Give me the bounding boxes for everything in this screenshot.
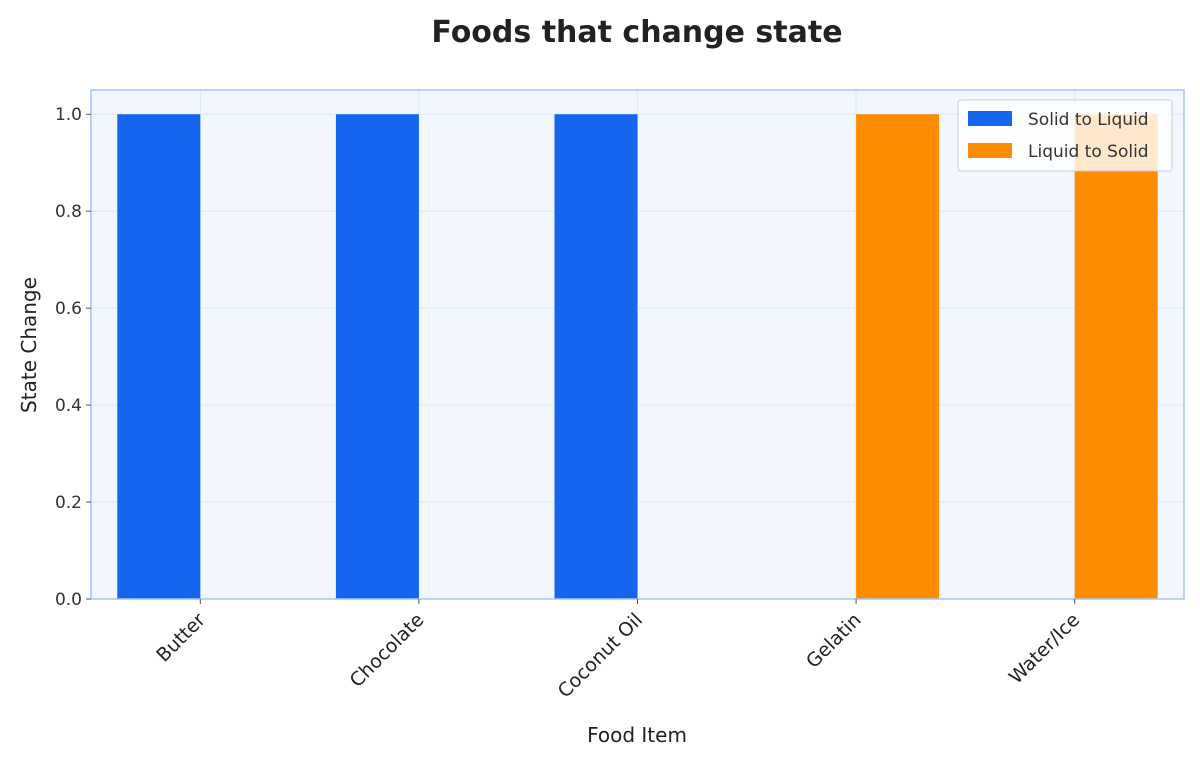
x-tick-label: Chocolate [346, 609, 429, 692]
y-tick-label: 0.4 [55, 396, 82, 416]
x-axis-ticks: Butter Chocolate Coconut Oil Gelatin Water/I… [152, 599, 1084, 702]
y-tick-label: 1.0 [55, 105, 82, 125]
y-axis-ticks: 0.0 0.2 0.4 0.6 0.8 1.0 [55, 105, 91, 610]
x-tick-label: Butter [152, 609, 210, 667]
y-tick-label: 0.8 [55, 202, 82, 222]
legend-label: Liquid to Solid [1028, 142, 1149, 162]
x-tick-label: Water/Ice [1005, 609, 1084, 688]
bars [117, 114, 1158, 599]
x-axis-label: Food Item [587, 723, 687, 747]
legend-swatch [968, 111, 1012, 126]
legend: Solid to Liquid Liquid to Solid [957, 99, 1173, 172]
y-tick-label: 0.6 [55, 299, 82, 319]
y-tick-label: 0.0 [55, 590, 82, 610]
x-tick-label: Coconut Oil [554, 609, 647, 702]
bar-coconut-oil-solid-to-liquid [554, 114, 638, 599]
x-tick-label: Gelatin [802, 609, 866, 673]
bar-water-ice-liquid-to-solid [1074, 114, 1158, 599]
bar-gelatin-liquid-to-solid [856, 114, 940, 599]
legend-label: Solid to Liquid [1028, 110, 1149, 130]
bar-chocolate-solid-to-liquid [335, 114, 419, 599]
y-axis-label: State Change [17, 277, 41, 413]
legend-swatch [968, 143, 1012, 158]
y-tick-label: 0.2 [55, 493, 82, 513]
chart-title: Foods that change state [431, 15, 842, 50]
bar-butter-solid-to-liquid [117, 114, 201, 599]
